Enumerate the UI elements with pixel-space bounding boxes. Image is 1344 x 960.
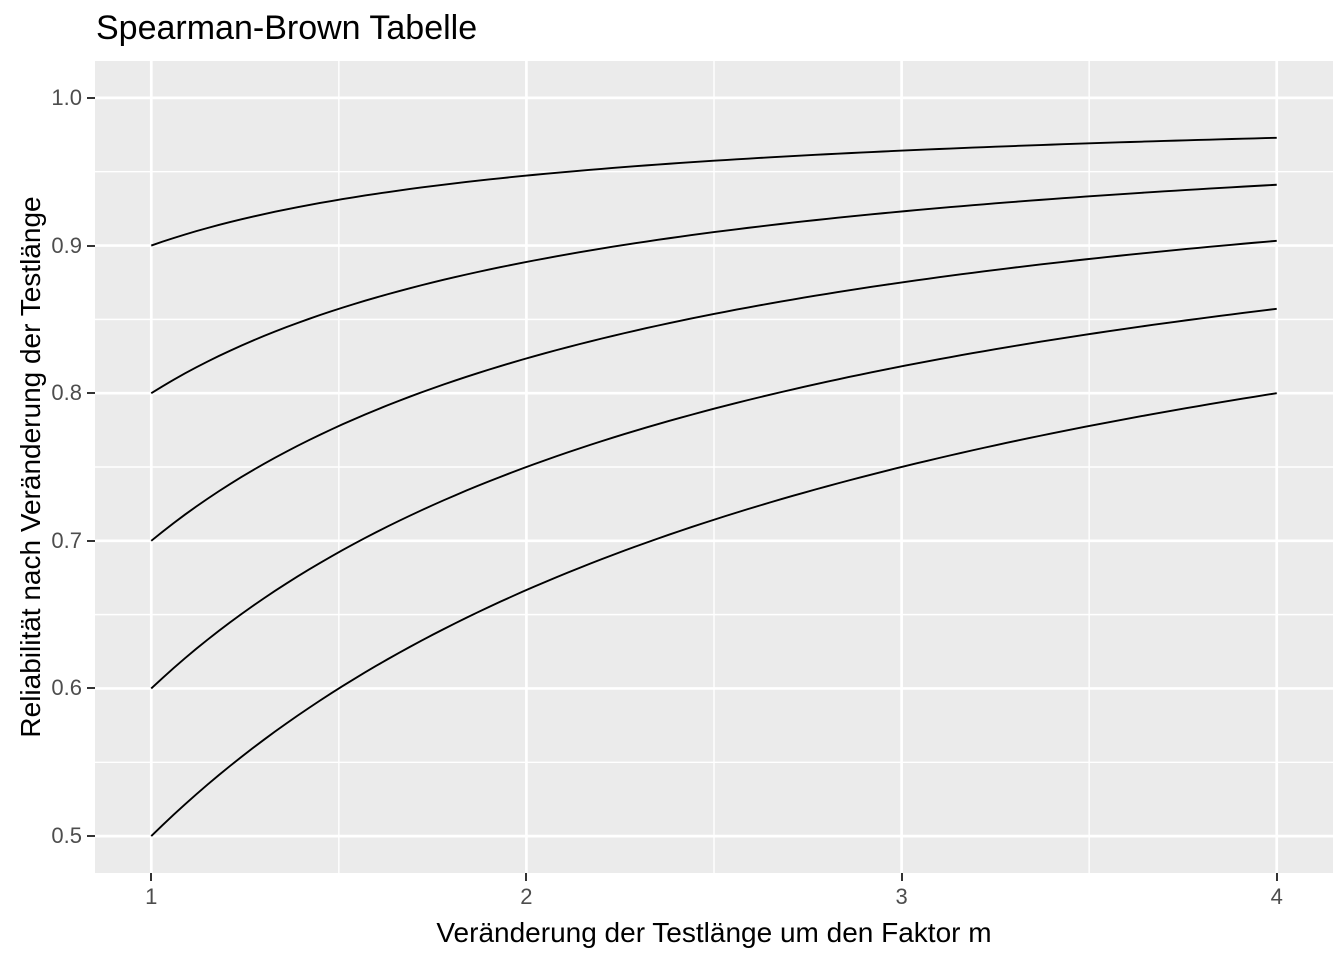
y-tick-label: 0.9 [51, 232, 82, 258]
x-tick-mark [900, 873, 903, 881]
y-tick-mark [87, 392, 95, 395]
chart-title: Spearman-Brown Tabelle [96, 9, 478, 47]
y-tick-mark [87, 96, 95, 99]
y-tick-label: 0.8 [51, 380, 82, 406]
y-tick-mark [87, 539, 95, 542]
y-tick-label: 0.6 [51, 675, 82, 701]
x-tick-label: 4 [1270, 884, 1283, 909]
chart-canvas [95, 61, 1333, 873]
y-tick-label: 0.5 [51, 823, 82, 849]
x-tick-mark [525, 873, 528, 881]
curve-0.8 [150, 183, 1277, 394]
plot-panel [95, 61, 1333, 873]
x-axis-title: Veränderung der Testlänge um den Faktor … [436, 917, 992, 948]
curve-0.6 [150, 307, 1277, 690]
x-tick-label: 2 [520, 884, 533, 909]
x-tick-label: 3 [895, 884, 908, 909]
y-tick-mark [87, 835, 95, 838]
curve-0.7 [150, 239, 1277, 542]
curve-0.9 [150, 136, 1277, 247]
y-axis-title: Reliabilität nach Veränderung der Testlä… [14, 196, 46, 738]
y-tick-label: 0.7 [51, 527, 82, 553]
x-tick-mark [1275, 873, 1278, 881]
y-tick-label: 1.0 [51, 84, 82, 110]
x-tick-label: 1 [145, 884, 158, 909]
x-tick-mark [150, 873, 153, 881]
y-tick-mark [87, 687, 95, 690]
y-tick-mark [87, 244, 95, 247]
curve-0.5 [150, 392, 1277, 837]
